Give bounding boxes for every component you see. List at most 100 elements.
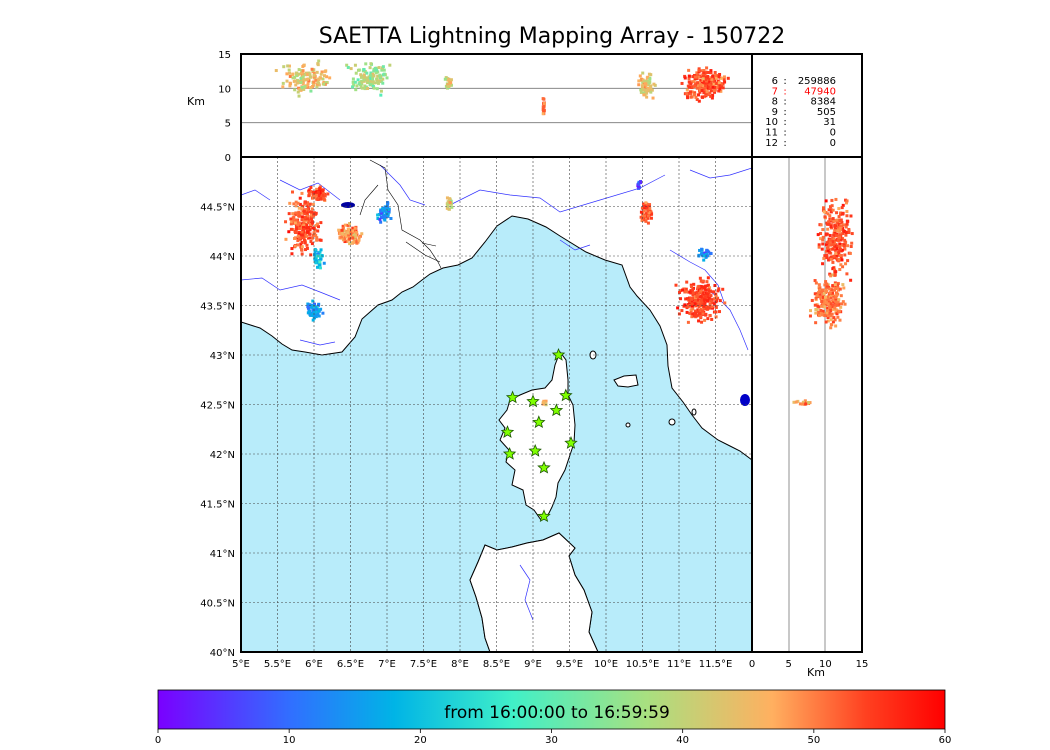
lightning-source [307, 236, 311, 240]
lightning-source [708, 314, 712, 318]
lightning-source [643, 88, 647, 92]
lightning-source [712, 88, 716, 92]
lightning-source [845, 199, 849, 203]
lightning-source [714, 315, 718, 319]
lightning-source [312, 80, 316, 84]
lightning-source [818, 286, 822, 290]
lightning-source [826, 248, 830, 252]
lightning-source [314, 259, 318, 263]
lightning-source [300, 71, 304, 75]
lightning-source [829, 323, 833, 327]
lightning-source [718, 299, 722, 303]
lightning-source [349, 231, 353, 235]
lightning-source [721, 287, 725, 291]
lightning-source [362, 75, 366, 79]
lightning-source [833, 219, 837, 223]
lightning-source [694, 301, 698, 305]
lightning-source [341, 226, 345, 230]
lightning-source [449, 81, 453, 85]
lightning-source [287, 212, 291, 216]
lightning-source [309, 217, 313, 221]
lightning-source [379, 220, 383, 224]
lightning-source [719, 89, 723, 93]
lightning-source [646, 209, 650, 213]
lightning-source [825, 253, 829, 257]
lightning-source [835, 229, 839, 233]
lightning-source [694, 75, 698, 79]
lightning-source [448, 201, 452, 205]
lightning-source [650, 212, 654, 216]
lightning-source [315, 236, 319, 240]
lightning-source [317, 309, 321, 313]
longitude-tick: 10.5°E [626, 659, 660, 670]
lightning-source [348, 242, 352, 246]
time-colorbar: from 16:00:00 to 16:59:59 0 10 20 30 40 50 60 [155, 689, 951, 746]
lightning-source [699, 284, 703, 288]
station-count-stations: 12 [765, 138, 778, 149]
lightning-source [302, 78, 306, 82]
lightning-source [373, 81, 377, 85]
lightning-source [708, 286, 712, 290]
lightning-source [838, 244, 842, 248]
lightning-source [708, 85, 712, 89]
lightning-source [836, 220, 840, 224]
lightning-source [286, 64, 290, 68]
lightning-source [446, 204, 450, 208]
lightning-source [835, 294, 839, 298]
lightning-source [301, 221, 305, 225]
lightning-source [288, 84, 292, 88]
lightning-source [831, 208, 835, 212]
lightning-source [290, 252, 294, 256]
lightning-source [717, 74, 721, 78]
lightning-source [685, 92, 689, 96]
lightning-source [831, 320, 835, 324]
lightning-source [281, 81, 285, 85]
lightning-source [317, 78, 321, 82]
lightning-source [689, 289, 693, 293]
lightning-source [352, 83, 356, 87]
lightning-source [692, 314, 696, 318]
lightning-source [309, 311, 313, 315]
lightning-source [707, 289, 711, 293]
lightning-source [350, 241, 354, 245]
lightning-source [639, 215, 643, 219]
lightning-source [310, 236, 314, 240]
lightning-source [702, 304, 706, 308]
latitude-tick-labels: 40°N 40.5°N 41°N 41.5°N 42°N 42.5°N 43°N 43.5°N… [200, 203, 235, 660]
lightning-source [838, 268, 842, 272]
station-marker [532, 415, 546, 429]
lightning-source [837, 258, 841, 262]
giglio-islet [668, 418, 676, 426]
lightning-source [843, 247, 847, 251]
lightning-source [685, 94, 689, 98]
lightning-source [832, 298, 836, 302]
lightning-source [825, 256, 829, 260]
lightning-source [306, 201, 310, 205]
lightning-source [831, 217, 835, 221]
lightning-source [691, 291, 695, 295]
lightning-source [288, 201, 292, 205]
lightning-source [302, 63, 306, 67]
lightning-source [641, 71, 645, 75]
lightning-source [291, 190, 295, 194]
lightning-source [710, 96, 714, 100]
lightning-source [832, 237, 836, 241]
lightning-source [300, 233, 304, 237]
lightning-source [315, 187, 319, 191]
lightning-source [311, 233, 315, 237]
lightning-source [312, 73, 316, 77]
lightning-source [693, 311, 697, 315]
lightning-source [700, 75, 704, 79]
lightning-source [814, 321, 818, 325]
lightning-source [311, 202, 315, 206]
lightning-source [376, 74, 380, 78]
lightning-source [310, 242, 314, 246]
lightning-source [690, 312, 694, 316]
lightning-source [687, 290, 691, 294]
lightning-source [826, 212, 830, 216]
lightning-source [698, 90, 702, 94]
lightning-source [702, 258, 706, 262]
lightning-source [721, 82, 725, 86]
lightning-source [291, 76, 295, 80]
lightning-source [829, 309, 833, 313]
